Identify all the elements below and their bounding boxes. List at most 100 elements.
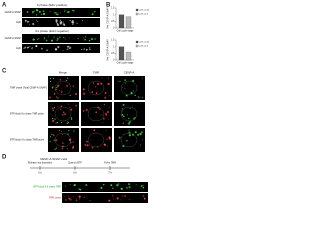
spot <box>104 91 107 94</box>
spot <box>48 35 49 37</box>
spot <box>85 109 88 111</box>
spot <box>66 122 68 124</box>
spot <box>95 111 97 113</box>
row-label: BTP block 6 h chase TMR pulse <box>10 139 45 142</box>
spot <box>67 77 69 79</box>
y-tick-label: 1.5 <box>111 7 115 10</box>
spot <box>49 136 51 138</box>
spot <box>49 96 51 99</box>
spot <box>108 199 111 202</box>
spot <box>56 23 60 26</box>
spot <box>128 183 131 186</box>
spot <box>52 119 55 122</box>
spot <box>120 187 123 190</box>
nucleus <box>87 106 105 122</box>
spot <box>68 138 72 142</box>
spot <box>72 141 73 143</box>
spot <box>74 92 78 96</box>
y-tick-label: 1 <box>113 45 115 48</box>
spot <box>129 107 131 109</box>
spot <box>97 82 100 85</box>
y-tick-label: 0.5 <box>111 52 115 55</box>
spot <box>89 199 91 202</box>
micrograph <box>22 34 100 43</box>
nucleus <box>54 80 72 96</box>
y-tick-label: 0 <box>113 59 115 62</box>
spot <box>83 196 85 199</box>
nucleus <box>87 80 105 96</box>
spot <box>27 21 29 23</box>
spot <box>43 38 45 40</box>
spot <box>107 77 110 79</box>
spot <box>93 10 96 13</box>
spot <box>84 38 86 41</box>
spot <box>71 19 74 22</box>
spot <box>75 104 78 107</box>
spot <box>58 90 60 92</box>
spot <box>68 197 71 200</box>
spot <box>143 197 146 199</box>
spot <box>103 143 106 146</box>
spot <box>68 47 71 49</box>
column-header: TMR <box>93 71 99 75</box>
spot <box>43 37 46 39</box>
spot <box>49 77 51 80</box>
spot <box>59 36 61 38</box>
spot <box>54 118 56 120</box>
spot <box>143 185 145 187</box>
spot <box>49 81 52 83</box>
spot <box>94 86 97 88</box>
spot <box>125 94 128 97</box>
spot <box>57 97 59 99</box>
spot <box>94 38 96 40</box>
bar <box>118 14 125 29</box>
spot <box>69 19 71 22</box>
spot <box>121 108 124 110</box>
spot <box>60 21 63 24</box>
spot <box>128 198 130 200</box>
spot <box>63 113 66 116</box>
spot <box>105 130 107 132</box>
spot <box>101 77 103 79</box>
step-label: Quench BTP <box>68 162 82 165</box>
spot <box>54 48 58 51</box>
spot <box>53 107 56 109</box>
spot <box>99 108 101 110</box>
spot <box>51 133 53 136</box>
micrograph <box>81 102 112 126</box>
spot <box>110 184 113 187</box>
spot <box>105 113 108 116</box>
spot <box>65 79 68 81</box>
spot <box>116 184 119 187</box>
spot <box>27 46 29 49</box>
spot <box>67 121 69 124</box>
y-tick-label: 1 <box>113 13 115 16</box>
spot <box>139 132 142 136</box>
spot <box>60 91 63 94</box>
spot <box>126 187 128 189</box>
spot <box>65 185 67 187</box>
spot <box>72 85 75 87</box>
y-axis-label: Rel. CENP-A-SNAP <box>107 39 110 61</box>
spot <box>142 186 145 189</box>
spot <box>86 144 89 147</box>
spot <box>64 9 66 11</box>
spot <box>67 120 69 123</box>
spot <box>61 113 64 116</box>
spot <box>68 195 70 197</box>
nucleus <box>120 80 138 96</box>
spot <box>126 114 128 116</box>
spot <box>40 13 43 16</box>
spot <box>52 118 54 120</box>
spot <box>66 48 69 51</box>
spot <box>66 148 68 150</box>
step-label: Pulse TMR <box>104 162 116 165</box>
spot <box>31 47 33 50</box>
spot <box>126 140 128 142</box>
spot <box>108 118 110 120</box>
spot <box>69 184 71 186</box>
spot <box>122 195 124 196</box>
spot <box>73 184 76 187</box>
spot <box>35 44 38 48</box>
diagram-title: CENP-A-SNAP cells <box>40 157 68 161</box>
